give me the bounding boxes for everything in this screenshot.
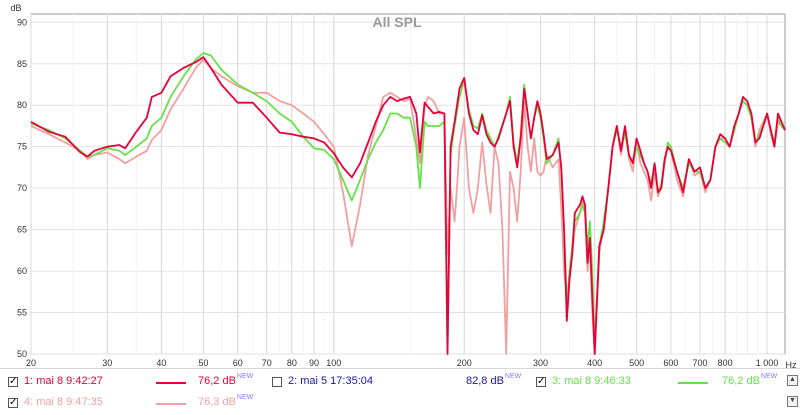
legend-label-4: 4: mai 8 9:47:35 — [24, 396, 103, 408]
x-tick-label: 90 — [309, 358, 319, 368]
x-tick-label: 600 — [663, 358, 678, 368]
y-tick-label: 55 — [17, 308, 27, 318]
new-badge-1: NEW — [236, 373, 254, 380]
legend-value-1: 76,2 dBNEW — [198, 373, 254, 387]
x-tick-label: 300 — [533, 358, 548, 368]
new-badge-2: NEW — [504, 373, 522, 380]
legend-item-1[interactable]: ✓ 1: mai 8 9:42:27 76,2 dBNEW — [8, 373, 258, 392]
grid-lines — [30, 14, 785, 355]
new-badge-4: NEW — [236, 394, 254, 401]
legend-scroll-down-icon[interactable]: ▼ — [787, 396, 798, 407]
spl-chart: 50 55 60 65 70 75 80 85 90 20 30 40 50 60 70 80 90 100 200… — [10, 3, 797, 368]
x-tick-label: 20 — [26, 358, 36, 368]
x-tick-label: 70 — [262, 358, 272, 368]
legend-label-2: 2: mai 5 17:35:04 — [288, 375, 374, 387]
legend-label-3: 3: mai 8 9:46:33 — [552, 375, 631, 387]
series-line-1 — [30, 56, 786, 355]
x-tick-label: 80 — [287, 358, 297, 368]
y-tick-label: 75 — [17, 142, 27, 152]
series-lines — [30, 52, 786, 355]
legend-checkbox-1[interactable]: ✓ — [8, 376, 18, 387]
legend-label-1: 1: mai 8 9:42:27 — [24, 375, 103, 387]
x-tick-label: 1 000 — [756, 358, 779, 368]
x-tick-label: 500 — [629, 358, 644, 368]
legend-checkbox-4[interactable]: ✓ — [8, 397, 18, 408]
y-tick-label: 85 — [17, 59, 27, 69]
y-tick-label: 60 — [17, 266, 27, 276]
legend-swatch-4 — [156, 403, 186, 405]
legend-checkbox-2[interactable] — [272, 377, 282, 387]
x-tick-label: 30 — [102, 358, 112, 368]
plot-background — [30, 13, 786, 355]
x-axis-unit-label: Hz — [786, 360, 797, 368]
legend-value-2: 82,8 dBNEW — [466, 373, 522, 387]
new-badge-3: NEW — [760, 373, 778, 380]
axis-ticks: 50 55 60 65 70 75 80 85 90 20 30 40 50 60 70 80 90 100 200… — [17, 17, 778, 368]
legend-item-3[interactable]: ✓ 3: mai 8 9:46:33 76,2 dBNEW — [536, 373, 786, 392]
x-tick-label: 800 — [718, 358, 733, 368]
chart-title: All SPL — [372, 14, 421, 30]
x-tick-label: 60 — [233, 358, 243, 368]
x-tick-label: 400 — [587, 358, 602, 368]
legend-value-3: 76,2 dBNEW — [722, 373, 778, 387]
x-tick-label: 700 — [692, 358, 707, 368]
x-tick-label: 100 — [326, 358, 341, 368]
y-tick-label: 80 — [17, 100, 27, 110]
legend-swatch-3 — [678, 382, 708, 384]
legend-item-4[interactable]: ✓ 4: mai 8 9:47:35 76,3 dBNEW — [8, 394, 258, 413]
x-tick-label: 200 — [457, 358, 472, 368]
legend-checkbox-3[interactable]: ✓ — [536, 376, 546, 387]
y-tick-label: 50 — [17, 349, 27, 359]
legend-panel: ✓ 1: mai 8 9:42:27 76,2 dBNEW 2: mai 5 1… — [0, 368, 800, 415]
legend-value-4: 76,3 dBNEW — [198, 394, 254, 408]
y-axis-unit-label: dB — [10, 3, 21, 13]
x-tick-label: 50 — [198, 358, 208, 368]
y-tick-label: 70 — [17, 183, 27, 193]
legend-swatch-1 — [156, 382, 186, 384]
y-tick-label: 65 — [17, 225, 27, 235]
legend-scroll-up-icon[interactable]: ▲ — [787, 375, 798, 386]
legend-item-2[interactable]: 2: mai 5 17:35:04 82,8 dBNEW — [272, 373, 522, 392]
y-tick-label: 90 — [17, 17, 27, 27]
x-tick-label: 40 — [156, 358, 166, 368]
